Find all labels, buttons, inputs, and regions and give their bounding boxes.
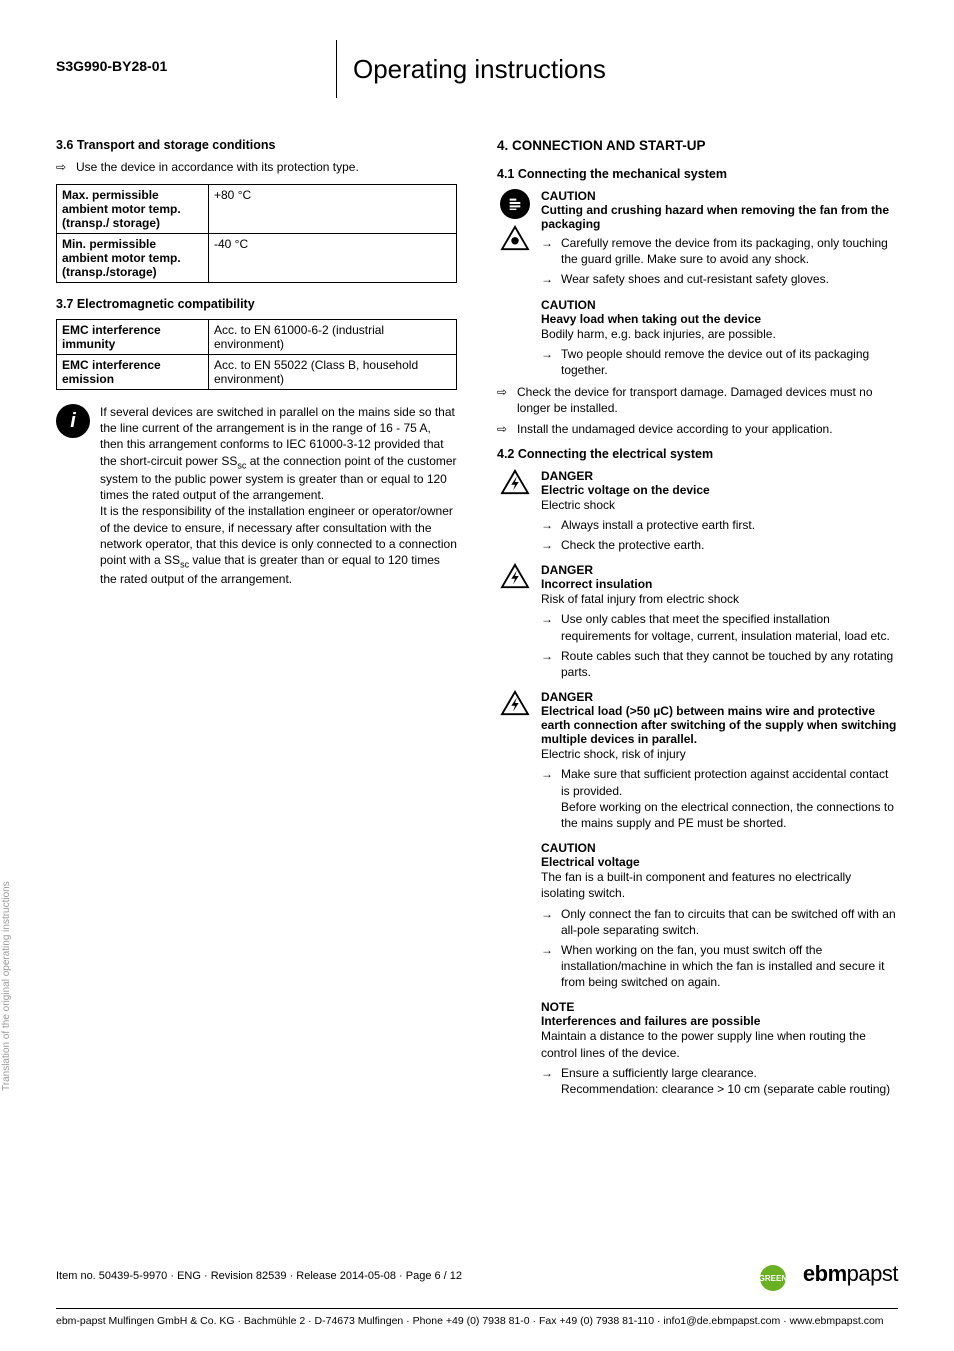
danger-label: DANGER: [541, 563, 898, 577]
s36-intro: ⇨ Use the device in accordance with its …: [56, 160, 457, 174]
caution-title: Cutting and crushing hazard when removin…: [541, 203, 898, 231]
arrow-icon: →: [541, 648, 555, 680]
table-row: EMC interference immunity Acc. to EN 610…: [57, 320, 457, 355]
left-column: 3.6 Transport and storage conditions ⇨ U…: [56, 138, 457, 1097]
action-text: Route cables such that they cannot be to…: [561, 648, 898, 680]
table-cell-label: Min. permissible ambient motor temp. (tr…: [57, 234, 209, 283]
company-footer: ebm-papst Mulfingen GmbH & Co. KG · Bach…: [56, 1308, 898, 1327]
action-text: Only connect the fan to circuits that ca…: [561, 906, 898, 938]
info-icon: i: [56, 404, 90, 438]
table-row: EMC interference emission Acc. to EN 550…: [57, 355, 457, 390]
section-3-6-title: 3.6 Transport and storage conditions: [56, 138, 457, 152]
arrow-icon: →: [541, 235, 555, 267]
action-text: Ensure a sufficiently large clearance. R…: [561, 1065, 890, 1097]
action-text: Use only cables that meet the specified …: [561, 611, 898, 643]
bullet-text: Install the undamaged device according t…: [517, 421, 833, 437]
danger-label: DANGER: [541, 469, 898, 483]
arrow-icon: →: [541, 766, 555, 831]
danger-text: Electric shock: [541, 497, 898, 513]
item-number: Item no. 50439-5-9970 · ENG · Revision 8…: [56, 1270, 462, 1282]
action-text: Make sure that sufficient protection aga…: [561, 766, 898, 831]
footer-logo-group: GREEN ebmpapst: [760, 1261, 898, 1292]
content-columns: 3.6 Transport and storage conditions ⇨ U…: [56, 138, 898, 1097]
section-4-2-title: 4.2 Connecting the electrical system: [497, 447, 898, 461]
warning-triangle-icon: [500, 225, 530, 251]
caution-title: Heavy load when taking out the device: [541, 312, 898, 326]
arrow-icon: →: [541, 1065, 555, 1097]
danger-text: Risk of fatal injury from electric shock: [541, 591, 898, 607]
header-divider: [336, 40, 337, 98]
action-text: Always install a protective earth first.: [561, 517, 755, 533]
caution-block: CAUTION Heavy load when taking out the d…: [541, 298, 898, 379]
caution-label: CAUTION: [541, 298, 898, 312]
arrow-icon: →: [541, 517, 555, 533]
caution-block: CAUTION Electrical voltage The fan is a …: [541, 841, 898, 990]
section-4-title: 4. CONNECTION AND START-UP: [497, 138, 898, 153]
danger-title: Electrical load (>50 µC) between mains w…: [541, 704, 898, 746]
info-note: i If several devices are switched in par…: [56, 404, 457, 587]
result-arrow-icon: ⇨: [497, 421, 511, 437]
danger-block: DANGER Electrical load (>50 µC) between …: [497, 690, 898, 831]
caution-label: CAUTION: [541, 841, 898, 855]
model-number: S3G990-BY28-01: [56, 40, 336, 74]
action-text: Wear safety shoes and cut-resistant safe…: [561, 271, 829, 287]
electric-warning-icon: [500, 690, 530, 716]
action-text: Check the protective earth.: [561, 537, 704, 553]
side-translation-note: Translation of the original operating in…: [1, 881, 12, 1091]
table-cell-label: EMC interference emission: [57, 355, 209, 390]
table-cell-value: -40 °C: [209, 234, 457, 283]
section-4-1-title: 4.1 Connecting the mechanical system: [497, 167, 898, 181]
action-text: When working on the fan, you must switch…: [561, 942, 898, 991]
result-arrow-icon: ⇨: [56, 160, 70, 174]
s36-table: Max. permissible ambient motor temp. (tr…: [56, 184, 457, 283]
danger-block: DANGER Incorrect insulation Risk of fata…: [497, 563, 898, 680]
arrow-icon: →: [541, 906, 555, 938]
greentech-badge-icon: GREEN: [760, 1265, 786, 1291]
info-text: If several devices are switched in paral…: [100, 404, 457, 587]
electric-warning-icon: [500, 563, 530, 589]
arrow-icon: →: [541, 611, 555, 643]
page-header: S3G990-BY28-01 Operating instructions: [56, 40, 898, 98]
ebmpapst-logo: ebmpapst: [803, 1261, 898, 1286]
footer-meta: Item no. 50439-5-9970 · ENG · Revision 8…: [56, 1261, 898, 1292]
arrow-icon: →: [541, 942, 555, 991]
result-arrow-icon: ⇨: [497, 384, 511, 416]
document-title: Operating instructions: [353, 40, 606, 85]
table-cell-value: Acc. to EN 61000-6-2 (industrial environ…: [209, 320, 457, 355]
arrow-icon: →: [541, 537, 555, 553]
danger-text: Electric shock, risk of injury: [541, 746, 898, 762]
action-text: Carefully remove the device from its pac…: [561, 235, 898, 267]
arrow-icon: →: [541, 346, 555, 378]
caution-label: CAUTION: [541, 189, 898, 203]
note-text: Maintain a distance to the power supply …: [541, 1028, 898, 1060]
right-column: 4. CONNECTION AND START-UP 4.1 Connectin…: [497, 138, 898, 1097]
action-text: Two people should remove the device out …: [561, 346, 898, 378]
danger-title: Incorrect insulation: [541, 577, 898, 591]
s36-intro-text: Use the device in accordance with its pr…: [76, 160, 359, 174]
danger-label: DANGER: [541, 690, 898, 704]
table-cell-label: Max. permissible ambient motor temp. (tr…: [57, 185, 209, 234]
section-3-7-title: 3.7 Electromagnetic compatibility: [56, 297, 457, 311]
table-row: Max. permissible ambient motor temp. (tr…: [57, 185, 457, 234]
electric-warning-icon: [500, 469, 530, 495]
caution-block: CAUTION Cutting and crushing hazard when…: [497, 189, 898, 288]
note-label: NOTE: [541, 1000, 898, 1014]
danger-block: DANGER Electric voltage on the device El…: [497, 469, 898, 554]
table-cell-value: +80 °C: [209, 185, 457, 234]
caution-text: Bodily harm, e.g. back injuries, are pos…: [541, 326, 898, 342]
table-cell-value: Acc. to EN 55022 (Class B, household env…: [209, 355, 457, 390]
caution-title: Electrical voltage: [541, 855, 898, 869]
manual-icon: [500, 189, 530, 219]
caution-text: The fan is a built-in component and feat…: [541, 869, 898, 901]
danger-title: Electric voltage on the device: [541, 483, 898, 497]
s37-table: EMC interference immunity Acc. to EN 610…: [56, 319, 457, 390]
arrow-icon: →: [541, 271, 555, 287]
bullet-text: Check the device for transport damage. D…: [517, 384, 898, 416]
note-block: NOTE Interferences and failures are poss…: [541, 1000, 898, 1097]
table-cell-label: EMC interference immunity: [57, 320, 209, 355]
table-row: Min. permissible ambient motor temp. (tr…: [57, 234, 457, 283]
note-title: Interferences and failures are possible: [541, 1014, 898, 1028]
